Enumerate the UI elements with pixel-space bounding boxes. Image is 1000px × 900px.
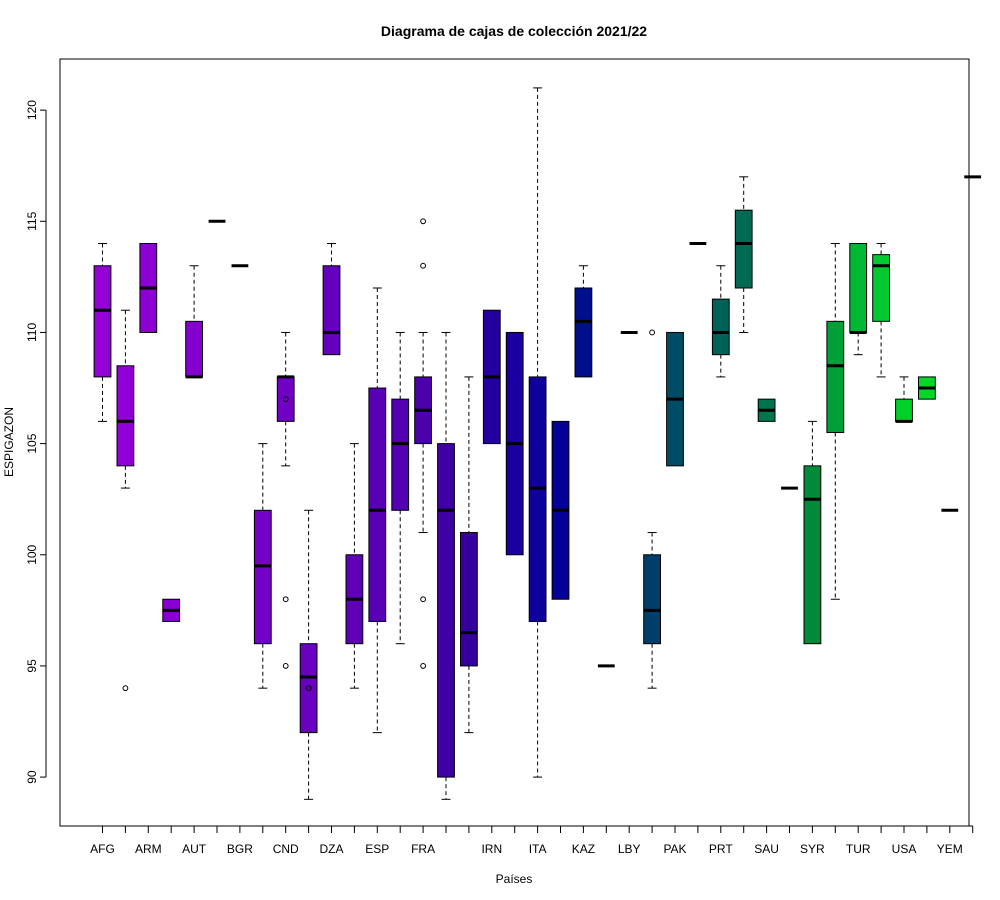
x-tick-label: PRT — [709, 842, 733, 856]
x-tick-label: SAU — [754, 842, 779, 856]
chart-title: Diagrama de cajas de colección 2021/22 — [381, 23, 647, 39]
box-iqr — [872, 254, 891, 322]
outlier-point — [420, 262, 427, 269]
box-iqr — [437, 443, 455, 778]
box-31 — [803, 420, 822, 645]
outlier-point — [305, 685, 312, 692]
box-iqr — [322, 265, 341, 356]
box-4 — [185, 265, 203, 379]
box-iqr — [826, 320, 845, 433]
box-0 — [93, 243, 112, 422]
box-17 — [482, 309, 501, 445]
y-tick-label: 120 — [25, 100, 39, 120]
box-iqr — [460, 532, 478, 667]
outlier-point — [649, 329, 655, 336]
box-35 — [895, 376, 913, 423]
box-iqr — [116, 365, 135, 467]
y-axis: 90 95 100 105 110 115 120 — [25, 100, 47, 784]
box-25 — [666, 331, 684, 467]
box-iqr — [574, 287, 593, 378]
x-axis: AFG ARM AUT BGR CND DZA ESP FRA IRN ITA KAZ LBY PAK P… — [90, 825, 974, 856]
x-tick-label: SYR — [800, 842, 825, 856]
box-18 — [505, 331, 524, 556]
x-tick-label: KAZ — [572, 842, 595, 856]
outlier-point — [282, 396, 289, 403]
box-21 — [574, 265, 593, 378]
box-15 — [437, 331, 455, 800]
box-12 — [368, 287, 387, 734]
box-iqr — [391, 398, 410, 511]
box-iqr — [276, 376, 295, 422]
box-14 — [414, 218, 433, 669]
x-tick-label: LBY — [618, 842, 641, 856]
box-19 — [528, 87, 547, 778]
box-iqr — [253, 509, 272, 645]
x-tick-label: ITA — [529, 842, 547, 856]
box-7 — [253, 443, 272, 689]
boxes-group — [93, 87, 982, 800]
x-tick-label: PAK — [663, 842, 686, 856]
box-34 — [872, 243, 891, 378]
box-3 — [162, 598, 181, 622]
box-iqr — [711, 298, 730, 356]
y-axis-label: ESPIGAZON — [2, 407, 16, 477]
x-tick-label: ARM — [135, 842, 162, 856]
box-33 — [849, 243, 868, 356]
box-28 — [734, 176, 753, 333]
x-tick-label: IRN — [481, 842, 502, 856]
x-tick-label: ESP — [365, 842, 389, 856]
x-tick-label: CND — [273, 842, 299, 856]
box-iqr — [734, 209, 753, 289]
box-24 — [643, 329, 662, 689]
box-iqr — [528, 376, 547, 622]
y-tick-label: 110 — [25, 323, 39, 342]
y-tick-label: 100 — [25, 544, 39, 564]
y-tick-label: 90 — [25, 770, 39, 784]
box-2 — [139, 243, 158, 333]
box-iqr — [185, 320, 203, 378]
outlier-point — [282, 663, 289, 669]
x-axis-label: Países — [496, 872, 533, 886]
x-tick-label: AFG — [90, 842, 115, 856]
outlier-point — [122, 685, 129, 692]
outlier-point — [282, 596, 289, 603]
box-32 — [826, 243, 845, 600]
box-36 — [918, 376, 936, 400]
box-29 — [757, 398, 776, 422]
box-iqr — [368, 387, 387, 622]
box-13 — [391, 331, 410, 645]
x-tick-label: DZA — [320, 842, 344, 856]
box-iqr — [299, 643, 318, 734]
outlier-point — [420, 663, 427, 669]
box-iqr — [895, 398, 913, 422]
x-tick-label: YEM — [937, 842, 963, 856]
box-16 — [460, 376, 478, 734]
outlier-point — [420, 218, 427, 225]
x-tick-label: FRA — [411, 842, 435, 856]
box-9 — [299, 509, 318, 800]
x-tick-label: BGR — [227, 842, 253, 856]
box-iqr — [643, 554, 662, 645]
x-tick-label: USA — [892, 842, 917, 856]
box-iqr — [93, 265, 112, 378]
box-iqr — [849, 243, 868, 333]
box-10 — [322, 243, 341, 356]
x-tick-label: AUT — [182, 842, 207, 856]
box-27 — [711, 265, 730, 378]
box-iqr — [803, 465, 822, 645]
box-8 — [276, 331, 295, 669]
y-tick-label: 115 — [25, 211, 39, 230]
y-tick-label: 105 — [25, 433, 39, 453]
x-tick-label: TUR — [846, 842, 871, 856]
box-1 — [116, 309, 135, 692]
box-20 — [551, 420, 570, 600]
y-tick-label: 95 — [25, 659, 39, 673]
outlier-point — [420, 596, 427, 603]
box-11 — [345, 443, 364, 689]
